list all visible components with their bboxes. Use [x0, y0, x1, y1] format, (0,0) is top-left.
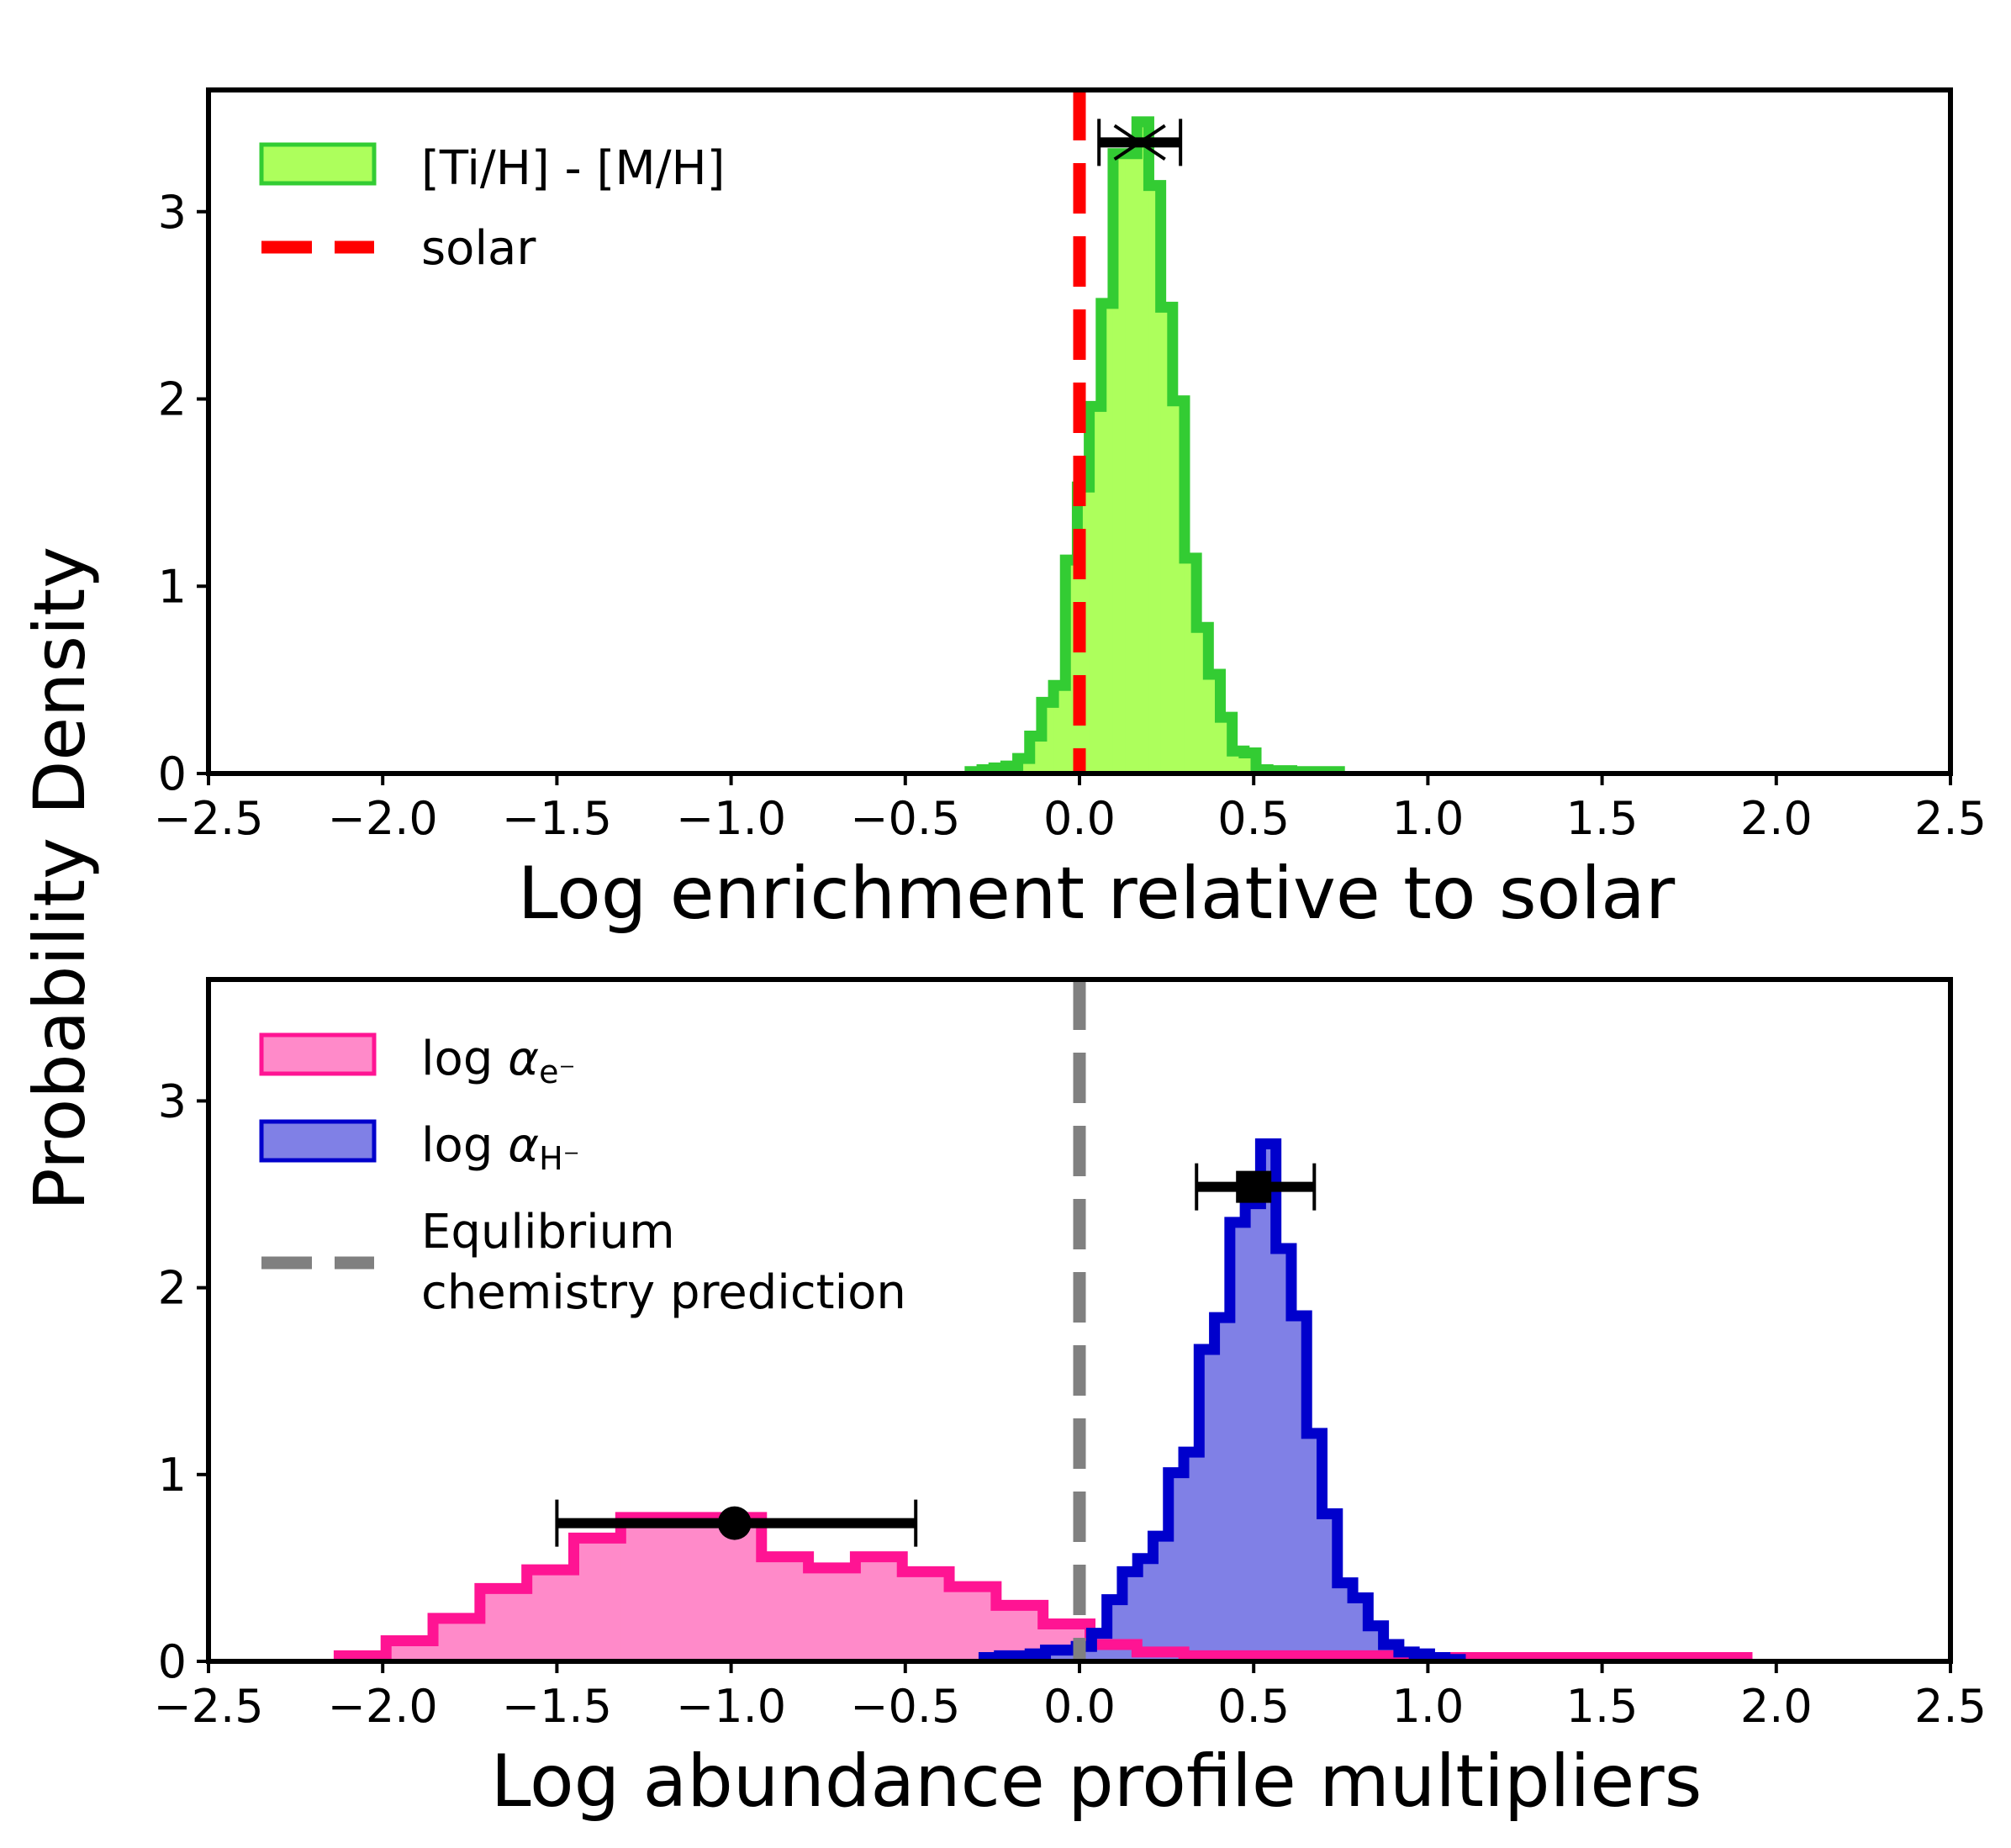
histogram-bar: [1160, 307, 1174, 774]
y-tick-label: 0: [158, 747, 187, 800]
x-tick-label: 2.0: [1740, 1680, 1813, 1733]
histogram-bar: [1137, 121, 1149, 774]
x-tick-label: −2.0: [328, 1680, 438, 1733]
x-tick-label: −2.0: [328, 792, 438, 845]
histogram-bar: [855, 1556, 903, 1661]
x-tick-label: 0.0: [1043, 792, 1116, 845]
plot-area: [333, 979, 1753, 1661]
x-tick-label: 2.0: [1740, 792, 1813, 845]
histogram-bar: [433, 1618, 481, 1661]
histogram-bar: [761, 1556, 810, 1661]
histogram-bar: [620, 1517, 668, 1661]
x-tick-label: 1.0: [1391, 792, 1464, 845]
x-tick-label: 1.5: [1566, 1680, 1639, 1733]
histogram-bar: [573, 1538, 621, 1661]
legend: log αe⁻ log αH⁻ Equlibrium chemistry predic…: [259, 1032, 906, 1320]
x-tick-label: −0.5: [850, 792, 960, 845]
x-tick-label: 0.5: [1217, 1680, 1290, 1733]
legend-label: chemistry prediction: [421, 1265, 906, 1320]
histogram-bar: [1184, 1452, 1200, 1661]
histogram-bar: [902, 1571, 950, 1661]
legend-label: log αH⁻: [421, 1118, 580, 1177]
x-tick-label: −1.0: [676, 1680, 786, 1733]
x-tick-label: −2.5: [153, 1680, 263, 1733]
histogram-bar: [1260, 1143, 1277, 1661]
y-tick-label: 1: [158, 560, 187, 613]
histogram-bar: [526, 1570, 574, 1661]
histogram-step-outline: [964, 116, 1345, 774]
legend-label: solar: [421, 221, 536, 276]
histogram-bar: [1101, 303, 1114, 774]
y-axis-label: Probability Density: [18, 546, 101, 1211]
x-tick-label: −1.5: [502, 792, 612, 845]
x-tick-label: 0.5: [1217, 792, 1290, 845]
y-tick-label: 2: [158, 1262, 187, 1315]
histogram-bar: [1275, 1248, 1292, 1661]
square-marker: [1236, 1170, 1272, 1203]
x-marker: [1113, 124, 1166, 161]
histogram-bar: [1153, 1536, 1169, 1661]
x-tick-label: −2.5: [153, 792, 263, 845]
plot-area: [964, 90, 1345, 774]
circle-marker: [717, 1506, 752, 1540]
histogram-bar: [1214, 1317, 1231, 1661]
bottom-panel: −2.5 −2.0 −1.5 −1.0 −0.5 0.0 0.5 1.0 1.5 2.0 2.5 0 1…: [153, 977, 1987, 1824]
y-tick-label: 1: [158, 1449, 187, 1502]
histogram-bar: [714, 1517, 763, 1661]
legend-label: [Ti/H] - [M/H]: [421, 141, 726, 196]
histogram-fill-series-0: [339, 1517, 1748, 1661]
histogram-bar: [1125, 153, 1137, 774]
histogram-fill-series-1: [984, 1143, 1461, 1661]
histogram-bar: [1245, 1203, 1261, 1661]
histogram-bar: [668, 1517, 715, 1661]
x-axis-label: Log abundance profile multipliers: [491, 1740, 1702, 1824]
histogram-bar: [1148, 185, 1162, 774]
histogram-bar: [479, 1588, 528, 1661]
y-tick-label: 3: [158, 1074, 187, 1127]
histogram-bar: [1229, 1222, 1246, 1661]
legend-swatch: [259, 1119, 377, 1163]
histogram-bar: [1089, 406, 1102, 774]
estimate-marker-circle: [555, 1499, 918, 1547]
x-tick-label: −1.5: [502, 1680, 612, 1733]
legend-label: Equlibrium: [421, 1205, 675, 1259]
estimate-marker-square: [1195, 1163, 1317, 1211]
legend-swatch: [259, 1032, 377, 1076]
histogram-bar: [949, 1587, 997, 1661]
estimate-marker-x: [1097, 119, 1183, 166]
y-tick-label: 3: [158, 186, 187, 239]
x-tick-label: 2.5: [1914, 792, 1987, 845]
histogram-bar: [808, 1567, 856, 1661]
x-tick-label: 1.5: [1566, 792, 1639, 845]
histogram-bar: [1137, 1558, 1153, 1661]
x-tick-label: −1.0: [676, 792, 786, 845]
legend-swatch: [259, 142, 377, 186]
y-tick-label: 2: [158, 373, 187, 426]
x-tick-label: 1.0: [1391, 1680, 1464, 1733]
y-tick-label: 0: [158, 1635, 187, 1688]
histogram-fill-series-0: [969, 121, 1340, 774]
x-axis-label: Log enrichment relative to solar: [518, 852, 1676, 936]
x-tick-label: −0.5: [850, 1680, 960, 1733]
legend-label: log αe⁻: [421, 1032, 576, 1090]
x-tick-label: 2.5: [1914, 1680, 1987, 1733]
x-tick-label: 0.0: [1043, 1680, 1116, 1733]
legend: [Ti/H] - [M/H] solar: [259, 141, 726, 276]
top-panel: −2.5 −2.0 −1.5 −1.0 −0.5 0.0 0.5 1.0 1.5 2.0 2.5 0 1…: [153, 87, 1987, 936]
